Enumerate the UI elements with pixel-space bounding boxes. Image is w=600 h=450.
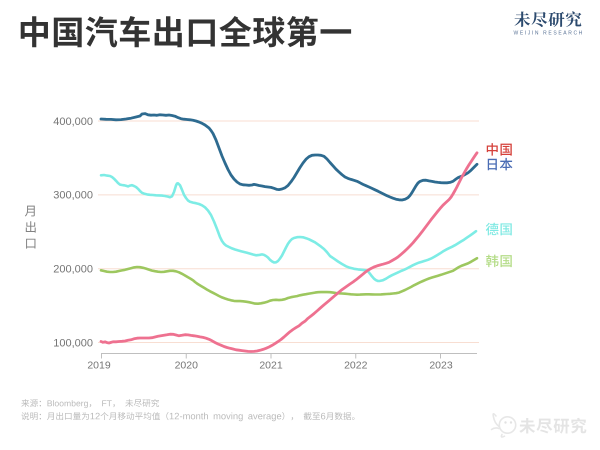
- svg-text:2022: 2022: [344, 360, 368, 372]
- svg-text:100,000: 100,000: [53, 337, 93, 349]
- svg-text:200,000: 200,000: [53, 264, 93, 276]
- svg-text:2020: 2020: [175, 360, 199, 372]
- svg-text:400,000: 400,000: [53, 116, 93, 128]
- svg-text:WEIJIN RESEARCH: WEIJIN RESEARCH: [514, 31, 584, 37]
- svg-text:2019: 2019: [87, 360, 111, 372]
- svg-text:2021: 2021: [259, 360, 283, 372]
- svg-text:300,000: 300,000: [53, 190, 93, 202]
- svg-text:2023: 2023: [429, 360, 453, 372]
